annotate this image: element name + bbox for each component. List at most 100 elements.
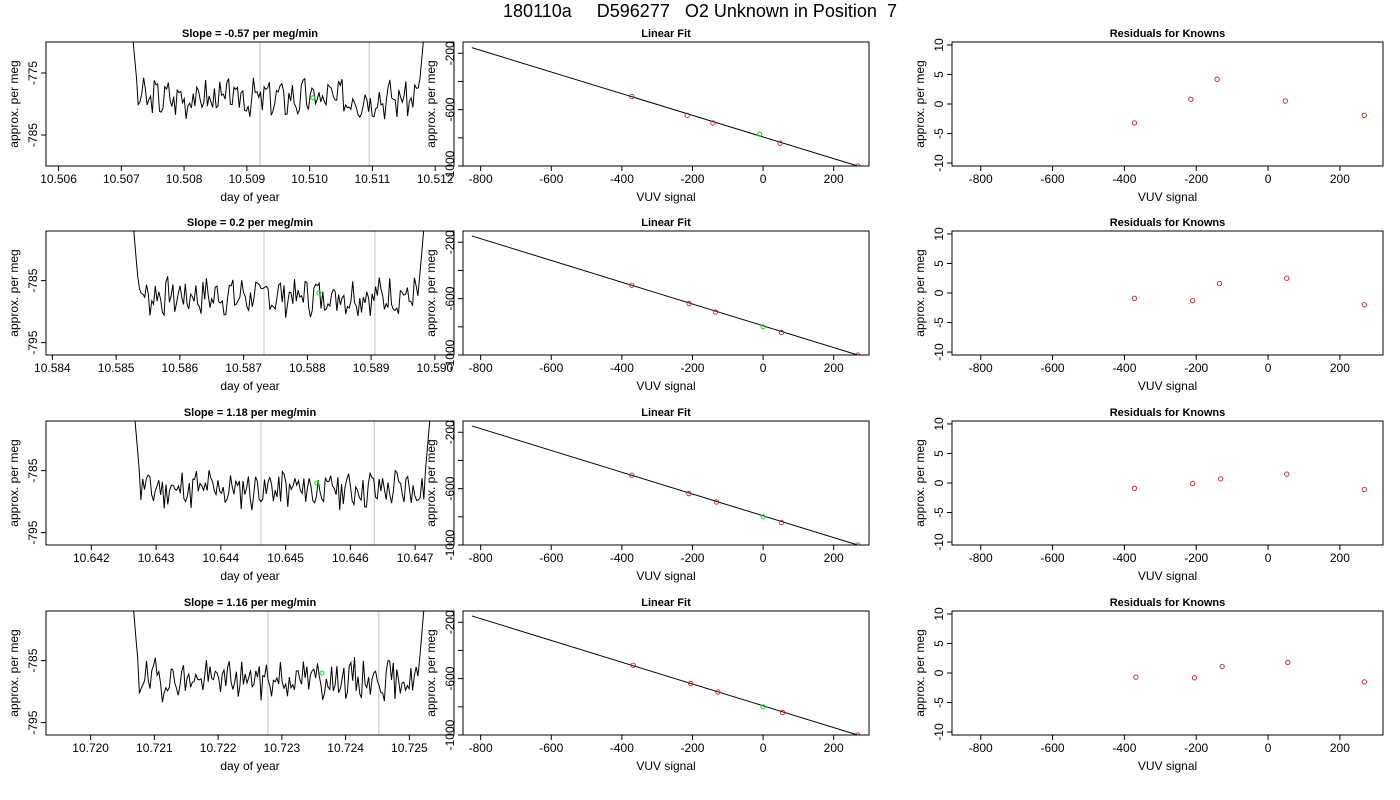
known-point — [1218, 476, 1224, 482]
y-axis-label: approx. per meg — [7, 629, 21, 716]
y-tick-label: -600 — [443, 476, 457, 500]
x-tick-label: -200 — [680, 361, 704, 375]
x-tick-label: -200 — [680, 172, 704, 186]
y-tick-label: 10 — [932, 38, 946, 52]
signal-trace — [132, 42, 424, 120]
x-tick-label: 10.721 — [136, 741, 173, 755]
panel-4-3: Residuals for Knowns -800 -600 -400 -200 0 200… — [913, 597, 1384, 773]
known-point — [629, 472, 635, 478]
x-tick-label: 10.644 — [203, 551, 240, 565]
known-point — [1189, 480, 1196, 487]
y-tick-label: 10 — [932, 417, 946, 431]
panel-3-2: Linear Fit -800 -600 -400 -200 0 200 -1000 -600 -… — [424, 407, 870, 583]
x-tick-label: 200 — [1330, 551, 1350, 565]
unknown-point — [310, 95, 316, 101]
x-tick-label: 0 — [760, 551, 767, 565]
x-tick-label: -400 — [1112, 551, 1136, 565]
plot-frame — [951, 41, 1384, 167]
x-tick-label: -600 — [539, 172, 563, 186]
plot-area — [133, 611, 425, 735]
x-tick-label: -400 — [610, 551, 634, 565]
y-tick-label: -5 — [932, 128, 946, 139]
x-tick-label: -600 — [1041, 551, 1065, 565]
panel-title: Residuals for Knowns — [1110, 407, 1226, 419]
x-tick-label: 0 — [1265, 172, 1272, 186]
panel-title: Linear Fit — [641, 407, 691, 419]
known-point — [855, 163, 861, 166]
y-tick-label: -200 — [443, 610, 457, 634]
x-tick-label: -200 — [1184, 741, 1208, 755]
panel-title: Linear Fit — [641, 217, 691, 229]
x-tick-label: 10.506 — [40, 172, 77, 186]
x-tick-label: 10.647 — [397, 551, 434, 565]
x-axis-label: day of year — [220, 190, 279, 204]
plot-frame — [951, 230, 1384, 356]
x-tick-label: -400 — [610, 741, 634, 755]
x-axis-label: VUV signal — [636, 759, 695, 773]
known-point — [713, 499, 720, 505]
panel-title: Residuals for Knowns — [1110, 597, 1226, 609]
y-tick-label: -1000 — [443, 339, 457, 370]
x-tick-label: 200 — [1330, 172, 1350, 186]
known-point — [1189, 298, 1196, 304]
panel-title: Slope = 0.2 per meg/min — [187, 217, 314, 229]
known-point — [686, 300, 692, 307]
x-tick-label: -400 — [1112, 361, 1136, 375]
y-tick-label: 5 — [932, 260, 946, 267]
fit-line — [471, 615, 858, 735]
y-tick-label: -10 — [932, 343, 946, 361]
x-tick-label: 10.511 — [354, 172, 390, 186]
panel-title: Linear Fit — [641, 28, 691, 40]
x-tick-label: -600 — [1041, 741, 1065, 755]
x-tick-label: -800 — [469, 172, 493, 186]
plot-frame — [462, 610, 870, 736]
x-tick-label: -400 — [1112, 741, 1136, 755]
y-axis-label: approx. per meg — [913, 439, 927, 526]
x-tick-label: -200 — [1184, 361, 1208, 375]
x-tick-label: 10.720 — [72, 741, 109, 755]
y-tick-label: -10 — [932, 154, 946, 172]
y-tick-label: -1000 — [443, 529, 457, 560]
panel-1-2: Linear Fit -800 -600 -400 -200 0 200 -1000 -600 -… — [424, 28, 870, 204]
x-tick-label: 10.584 — [34, 361, 71, 375]
x-tick-label: 10.587 — [225, 361, 262, 375]
y-tick-label: -10 — [932, 533, 946, 551]
known-point — [1361, 302, 1367, 308]
plot-area — [1133, 659, 1367, 685]
plot-frame — [462, 420, 870, 546]
plot-frame — [45, 610, 455, 736]
x-tick-label: -400 — [610, 361, 634, 375]
panel-2-1: Slope = 0.2 per meg/min 10.584 10.585 10.58… — [7, 217, 455, 393]
y-tick-label: 0 — [932, 289, 946, 296]
x-axis-label: VUV signal — [636, 190, 695, 204]
y-tick-label: 5 — [932, 640, 946, 647]
known-point — [686, 490, 692, 497]
panel-title: Residuals for Knowns — [1110, 217, 1226, 229]
known-point — [1191, 675, 1198, 681]
x-tick-label: 10.589 — [353, 361, 390, 375]
panel-3-1: Slope = 1.18 per meg/min 10.642 10.643 10.6… — [7, 407, 455, 583]
panel-2-3: Residuals for Knowns -800 -600 -400 -200 0 200… — [913, 217, 1384, 393]
known-point — [1219, 663, 1225, 670]
plot-frame — [45, 420, 455, 546]
x-tick-label: 0 — [1265, 361, 1272, 375]
x-tick-label: 10.642 — [73, 551, 110, 565]
y-axis-label: approx. per meg — [913, 629, 927, 716]
x-axis-label: VUV signal — [1138, 759, 1197, 773]
signal-trace — [133, 231, 425, 318]
y-tick-label: -785 — [26, 123, 40, 147]
plot-frame — [951, 610, 1384, 736]
known-point — [1361, 486, 1367, 493]
x-axis-label: VUV signal — [1138, 190, 1197, 204]
plot-area — [1131, 275, 1367, 308]
x-axis-label: day of year — [220, 569, 279, 583]
known-point — [777, 140, 783, 146]
y-tick-label: 5 — [932, 71, 946, 78]
y-tick-label: -1000 — [443, 719, 457, 750]
x-tick-label: 0 — [1265, 551, 1272, 565]
panel-3-3: Residuals for Knowns -800 -600 -400 -200 0 200… — [913, 407, 1384, 583]
known-point — [1284, 471, 1290, 477]
x-tick-label: -800 — [469, 361, 493, 375]
y-tick-label: -795 — [26, 710, 40, 734]
